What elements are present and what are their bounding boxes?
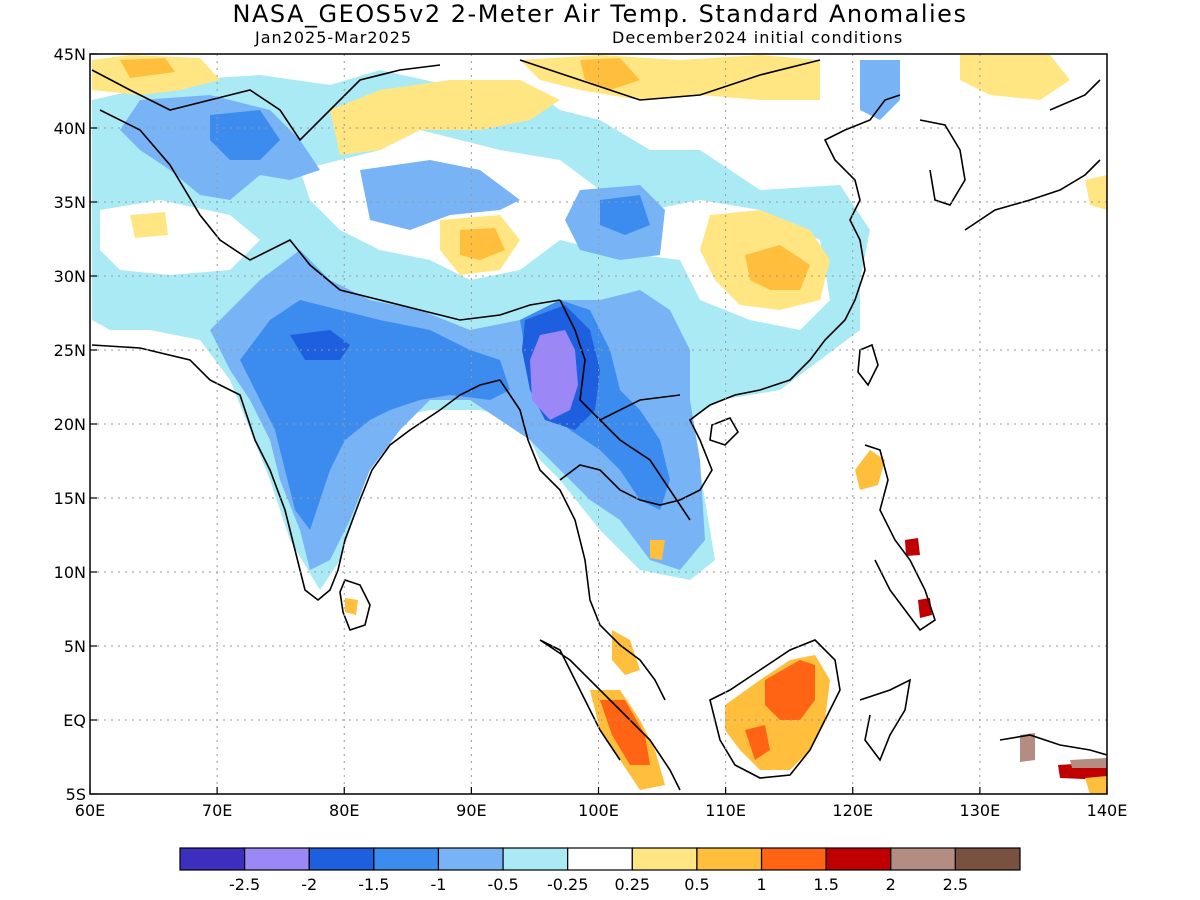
anomaly-region-yellow [960, 55, 1070, 100]
anomaly-region-orange [855, 450, 885, 490]
colorbar-label: -2.5 [229, 875, 260, 894]
axes: 60E 70E 80E 90E 100E 110E 120E 130E 140E 45N 40N 35… [54, 45, 1128, 820]
coastline-sri-lanka [339, 579, 371, 631]
colorbar-swatch [502, 847, 569, 871]
anomaly-region-deep-blue [290, 330, 350, 360]
border-central-asia [91, 59, 821, 142]
map-title: NASA_GEOS5v2 2-Meter Air Temp. Standard … [232, 0, 968, 28]
anomaly-region-dark-red [905, 538, 920, 556]
colorbar-swatch [179, 847, 246, 871]
colorbar-swatch [825, 847, 892, 871]
anomaly-region-brown [1020, 733, 1035, 762]
y-tick-label: EQ [63, 711, 86, 730]
x-tick-label: 100E [578, 801, 619, 820]
anomaly-region-brown [1070, 758, 1107, 768]
colorbar-label: 0.5 [684, 875, 709, 894]
coastline-hainan [709, 417, 739, 446]
coastline-sumatra [539, 639, 681, 791]
border-indochina [559, 299, 691, 521]
anomaly-region-orange [345, 598, 358, 615]
colorbar-swatch [696, 847, 763, 871]
colorbar: -2.5 -2 -1.5 -1 -0.5 -0.25 0.25 0.5 1 1.5 2 2.5 [179, 847, 1021, 894]
y-tick-label: 5N [64, 637, 86, 656]
anomaly-region-orange [1085, 776, 1107, 794]
x-tick-label: 60E [75, 801, 105, 820]
colorbar-swatch [631, 847, 698, 871]
anomaly-region-yellow [520, 55, 820, 100]
colorbar-swatch [437, 847, 504, 871]
anomaly-region-orange [120, 58, 175, 78]
forecast-period: Jan2025-Mar2025 [255, 28, 413, 47]
colorbar-label: 0.25 [614, 875, 650, 894]
anomaly-region-blue [600, 195, 650, 235]
colorbar-label: -1 [430, 875, 446, 894]
anomaly-region-purple [530, 330, 578, 420]
x-tick-label: 80E [329, 801, 359, 820]
border-himalaya [99, 109, 561, 321]
anomaly-region-medium-blue [360, 160, 520, 230]
y-tick-label: 10N [54, 563, 86, 582]
anomaly-region-medium-blue [860, 60, 900, 120]
anomaly-region-orange [612, 630, 640, 675]
y-tick-label: 40N [54, 119, 86, 138]
gridlines [90, 54, 1107, 794]
anomaly-field [92, 55, 1107, 794]
y-tick-label: 20N [54, 415, 86, 434]
colorbar-label: 1.5 [813, 875, 838, 894]
anomaly-region-yellow [330, 80, 560, 155]
colorbar-label: 2 [886, 875, 896, 894]
colorbar-label: 1 [756, 875, 766, 894]
anomaly-region-dark-orange [600, 700, 650, 765]
anomaly-region-orange [580, 58, 640, 90]
y-tick-label: 15N [54, 489, 86, 508]
y-tick-label: 25N [54, 341, 86, 360]
coastline-korea-japan [919, 79, 1101, 231]
coastline-taiwan [857, 343, 879, 387]
colorbar-swatch [567, 847, 633, 871]
y-tick-label: 5S [66, 785, 86, 804]
anomaly-region-orange [650, 540, 665, 560]
x-tick-label: 110E [705, 801, 746, 820]
colorbar-label: -2 [301, 875, 317, 894]
anomaly-region-yellow [130, 212, 168, 238]
colorbar-swatch [244, 847, 310, 871]
coastline-south-asia [91, 344, 501, 602]
y-tick-label: 45N [54, 45, 86, 64]
colorbar-label: 2.5 [943, 875, 968, 894]
x-tick-label: 90E [456, 801, 486, 820]
colorbar-label: -1.5 [358, 875, 389, 894]
colorbar-label: -0.25 [547, 875, 588, 894]
y-tick-label: 30N [54, 267, 86, 286]
coastline-borneo [709, 639, 841, 779]
colorbar-label: -0.5 [487, 875, 518, 894]
anomaly-region-dark-red [918, 598, 932, 618]
coastlines [91, 59, 1107, 791]
colorbar-swatch [373, 847, 440, 871]
x-tick-label: 70E [202, 801, 232, 820]
colorbar-swatch [890, 847, 956, 871]
x-tick-label: 130E [960, 801, 1001, 820]
initial-conditions: December2024 initial conditions [612, 28, 904, 47]
anomaly-region-yellow [1085, 175, 1107, 210]
anomaly-region-dark-orange [765, 660, 815, 720]
anomaly-region-orange [745, 245, 810, 290]
colorbar-swatch [954, 847, 1021, 871]
x-tick-label: 140E [1087, 801, 1128, 820]
x-tick-label: 120E [832, 801, 873, 820]
coastline-philippines [864, 444, 936, 632]
anomaly-region-dark-orange [745, 725, 770, 760]
colorbar-swatch [308, 847, 375, 871]
coastline-new-guinea [999, 734, 1107, 756]
colorbar-swatch [760, 847, 827, 871]
anomaly-region-blue [210, 110, 280, 160]
coastline-southeast-asia [499, 94, 901, 701]
coastline-sulawesi [859, 678, 912, 762]
y-tick-label: 35N [54, 193, 86, 212]
